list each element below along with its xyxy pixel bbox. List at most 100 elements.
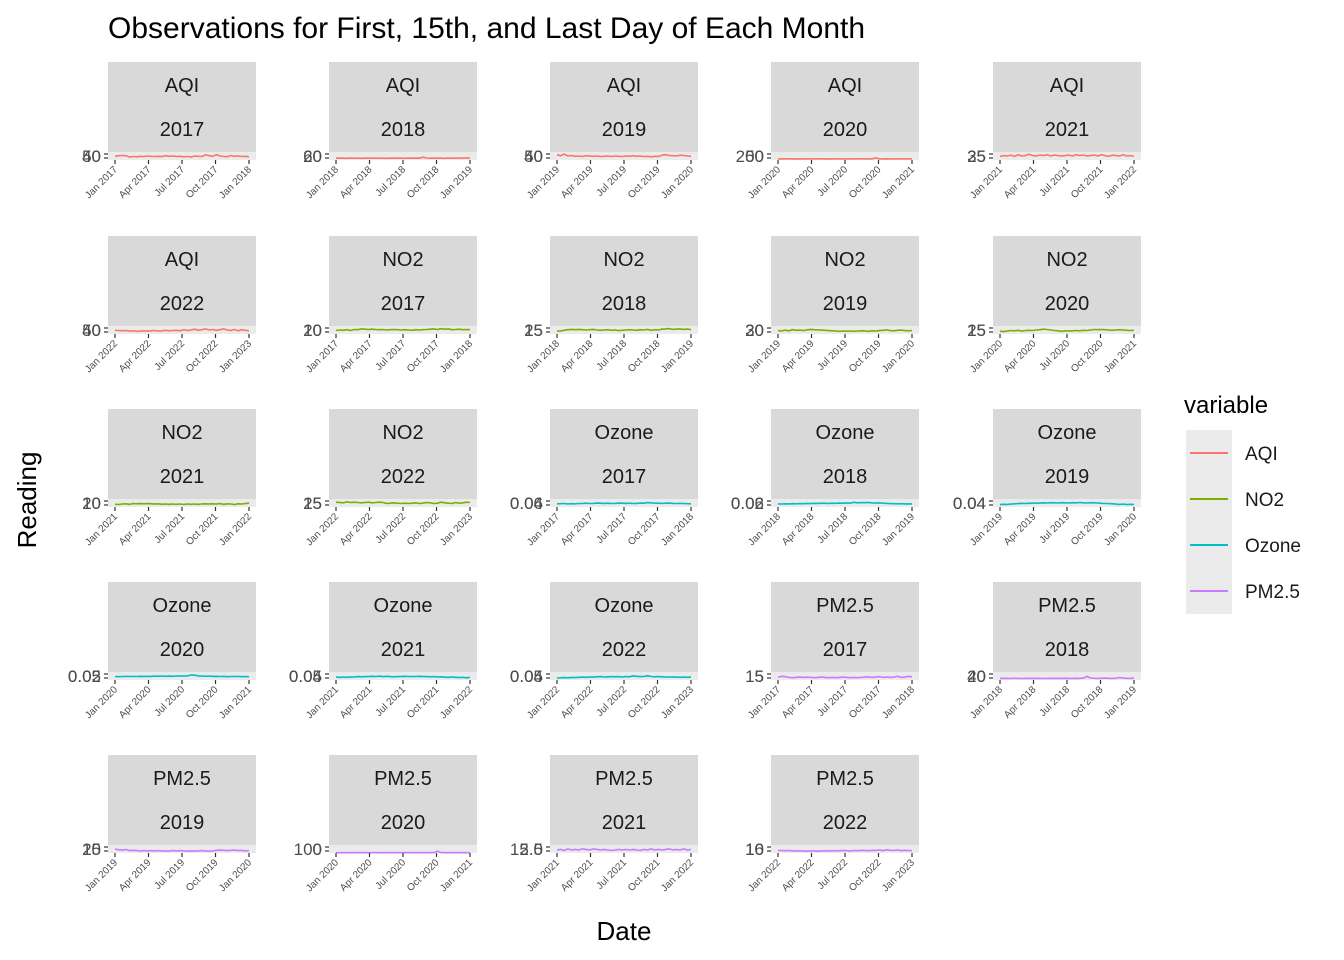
x-tick-label: Jul 2022 (595, 684, 630, 719)
strip-variable-label: Ozone (1038, 422, 1097, 444)
x-tick-label: Apr 2017 (338, 338, 375, 375)
y-axis-label: Reading (12, 452, 42, 549)
x-tick-label: Jul 2022 (153, 338, 188, 373)
strip-pm25-2017 (771, 582, 919, 672)
x-axis-label: Date (597, 916, 652, 946)
y-tick-label: 100 (294, 840, 322, 859)
strip-variable-label: NO2 (382, 422, 423, 444)
x-tick-label: Jan 2023 (659, 684, 696, 721)
x-tick-label: Jul 2018 (816, 511, 851, 546)
strip-year-label: 2020 (823, 119, 868, 141)
x-tick-label: Oct 2020 (184, 684, 221, 721)
x-tick-label: Jan 2017 (525, 511, 562, 548)
strip-year-label: 2019 (1045, 466, 1090, 488)
x-tick-label: Oct 2019 (626, 164, 663, 201)
x-tick-label: Jan 2020 (659, 164, 696, 201)
strip-year-label: 2018 (602, 293, 647, 315)
x-tick-label: Oct 2022 (405, 511, 442, 548)
legend-entries: AQI NO2 Ozone PM2.5 (1190, 444, 1301, 603)
strip-year-label: 2022 (823, 812, 868, 834)
x-tick-label: Oct 2020 (405, 857, 442, 894)
x-tick-label: Apr 2019 (1002, 511, 1039, 548)
x-tick-label: Jan 2018 (304, 164, 341, 201)
x-tick-label: Jan 2020 (880, 338, 917, 375)
x-tick-label: Jan 2019 (525, 164, 562, 201)
x-tick-label: Apr 2018 (780, 511, 817, 548)
strip-variable-label: AQI (386, 75, 420, 97)
series-line-aqi-2020 (778, 157, 913, 160)
series-line-no2-2020 (999, 328, 1135, 333)
strip-variable-label: AQI (165, 75, 199, 97)
series-line-no2-2021 (114, 502, 250, 506)
x-tick-label: Jan 2022 (659, 857, 696, 894)
y-tick-label: 0 (313, 840, 322, 859)
strip-aqi-2021 (993, 62, 1141, 152)
strip-aqi-2020 (771, 62, 919, 152)
x-tick-label: Jan 2018 (746, 511, 783, 548)
y-tick-label: 15 (745, 667, 764, 686)
y-tick-label: 0.04 (289, 667, 322, 686)
strip-variable-label: NO2 (382, 249, 423, 271)
series-line-ozone-2019 (999, 501, 1135, 506)
x-tick-label: Jul 2017 (816, 684, 851, 719)
x-tick-label: Oct 2019 (847, 338, 884, 375)
series-line-no2-2017 (335, 327, 471, 332)
x-tick-label: Jul 2021 (374, 684, 409, 719)
x-tick-label: Apr 2020 (338, 857, 375, 894)
y-tick-label: 0.04 (510, 494, 543, 513)
plot-background (329, 152, 477, 160)
series-line-aqi-2022 (114, 328, 250, 333)
y-tick-label: 40 (82, 147, 101, 166)
legend-label-ozone: Ozone (1245, 536, 1301, 557)
strip-variable-label: PM2.5 (816, 595, 874, 617)
series-line-ozone-2018 (777, 501, 913, 505)
x-tick-label: Apr 2017 (117, 164, 154, 201)
legend: variable AQI NO2 Ozone PM2.5 (1184, 392, 1301, 614)
strip-ozone-2021 (329, 582, 477, 672)
x-tick-label: Apr 2019 (117, 857, 154, 894)
strip-pm25-2019 (108, 755, 256, 845)
strip-pm25-2020 (329, 755, 477, 845)
strip-year-label: 2022 (602, 639, 647, 661)
x-tick-label: Jul 2022 (374, 511, 409, 546)
plot-background (329, 845, 477, 853)
y-tick-label: 40 (524, 147, 543, 166)
x-tick-label: Jul 2017 (595, 511, 630, 546)
strip-year-label: 2017 (823, 639, 868, 661)
y-tick-label: 5.0 (519, 840, 543, 859)
x-tick-label: Jul 2018 (1038, 684, 1073, 719)
series-line-ozone-2017 (556, 501, 692, 505)
x-tick-label: Jul 2021 (595, 857, 630, 892)
series-line-no2-2022 (335, 501, 471, 505)
strip-year-label: 2017 (602, 466, 647, 488)
strip-variable-label: AQI (165, 249, 199, 271)
strip-year-label: 2018 (381, 119, 426, 141)
strip-variable-label: PM2.5 (1038, 595, 1096, 617)
y-tick-label: 15 (524, 321, 543, 340)
series-line-pm25-2018 (999, 675, 1135, 680)
strip-ozone-2020 (108, 582, 256, 672)
strip-year-label: 2020 (160, 639, 205, 661)
strip-year-label: 2020 (381, 812, 426, 834)
strip-year-label: 2021 (160, 466, 205, 488)
y-tick-label: 50 (745, 147, 764, 166)
x-tick-label: Jan 2020 (968, 338, 1005, 375)
x-tick-label: Jan 2018 (968, 684, 1005, 721)
strip-pm25-2021 (550, 755, 698, 845)
y-tick-label: 0.05 (68, 667, 101, 686)
x-tick-label: Apr 2018 (559, 338, 596, 375)
y-tick-label: 0.04 (953, 494, 986, 513)
x-tick-label: Jan 2021 (968, 164, 1005, 201)
y-tick-label: 35 (967, 147, 986, 166)
x-tick-label: Jan 2021 (1102, 338, 1139, 375)
x-tick-label: Jan 2018 (217, 164, 254, 201)
strip-variable-label: NO2 (1046, 249, 1087, 271)
y-tick-label: 40 (82, 321, 101, 340)
